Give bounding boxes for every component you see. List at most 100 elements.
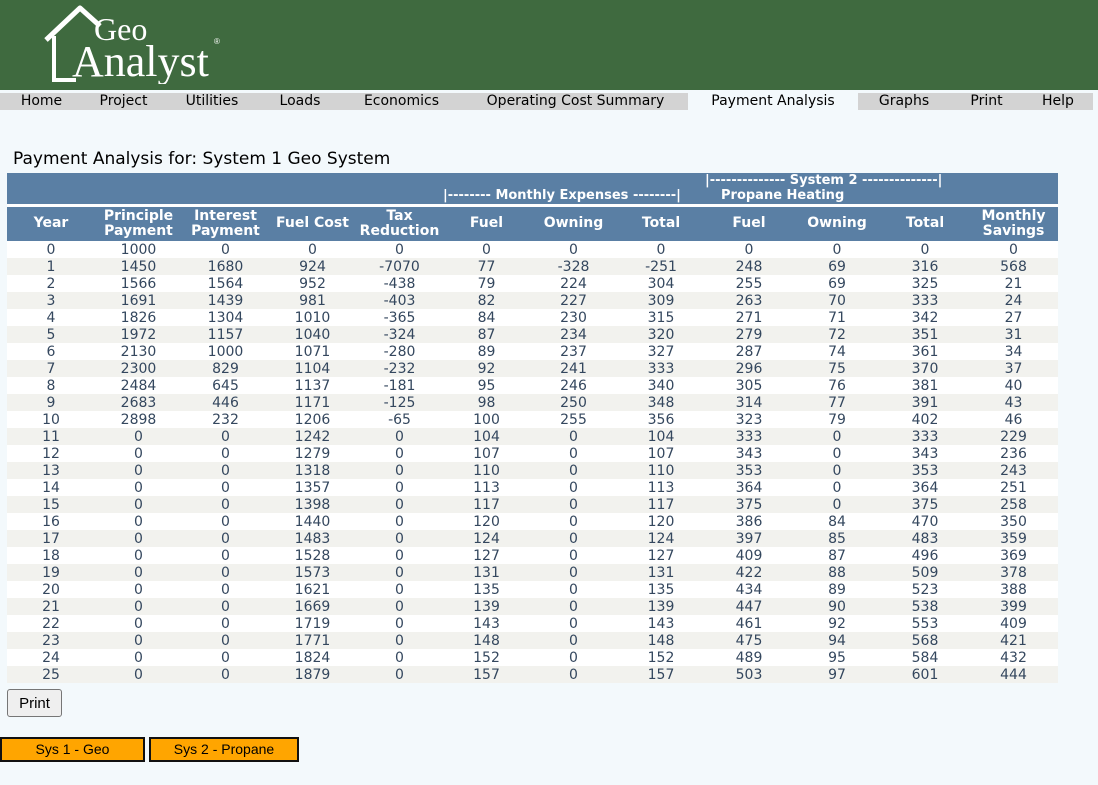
- table-cell: 9: [7, 394, 95, 411]
- table-cell: 388: [969, 581, 1058, 598]
- table-cell: 0: [182, 598, 269, 615]
- table-cell: 375: [881, 496, 969, 513]
- app-header: Geo Analyst ®: [0, 0, 1098, 90]
- table-cell: 0: [95, 581, 182, 598]
- table-cell: 40: [969, 377, 1058, 394]
- table-cell: 325: [881, 275, 969, 292]
- table-cell: 0: [793, 496, 881, 513]
- table-cell: 1564: [182, 275, 269, 292]
- table-cell: 287: [705, 343, 793, 360]
- nav-help[interactable]: Help: [1023, 93, 1093, 110]
- table-row: 9 2683 446 1171 -125 98 250 348 314 77 391 43: [7, 394, 1058, 411]
- table-cell: 316: [881, 258, 969, 275]
- table-cell: 353: [705, 462, 793, 479]
- table-cell: 77: [443, 258, 530, 275]
- table-cell: 148: [617, 632, 705, 649]
- table-cell: 402: [881, 411, 969, 428]
- table-cell: 1000: [182, 343, 269, 360]
- table-cell: 0: [356, 513, 443, 530]
- nav-operating-cost-summary[interactable]: Operating Cost Summary: [463, 93, 688, 110]
- table-cell: 135: [443, 581, 530, 598]
- table-cell: 0: [356, 428, 443, 445]
- table-cell: 1000: [95, 241, 182, 258]
- table-cell: 509: [881, 564, 969, 581]
- table-cell: 0: [356, 241, 443, 258]
- table-row: 17 0 0 1483 0 124 0 124 397 85 483 359: [7, 530, 1058, 547]
- table-cell: 230: [530, 309, 617, 326]
- table-cell: 0: [182, 666, 269, 683]
- table-cell: 0: [95, 615, 182, 632]
- table-cell: 87: [793, 547, 881, 564]
- table-cell: 422: [705, 564, 793, 581]
- table-cell: 0: [705, 241, 793, 258]
- table-cell: -438: [356, 275, 443, 292]
- table-cell: 343: [705, 445, 793, 462]
- table-cell: 95: [443, 377, 530, 394]
- table-cell: 0: [530, 428, 617, 445]
- table-cell: 0: [182, 615, 269, 632]
- table-cell: 0: [182, 581, 269, 598]
- table-row: 23 0 0 1771 0 148 0 148 475 94 568 421: [7, 632, 1058, 649]
- table-cell: 0: [356, 564, 443, 581]
- nav-economics[interactable]: Economics: [340, 93, 463, 110]
- table-cell: 88: [793, 564, 881, 581]
- nav-label: Home: [20, 93, 63, 109]
- table-cell: 0: [269, 241, 356, 258]
- table-cell: 117: [443, 496, 530, 513]
- table-cell: 148: [443, 632, 530, 649]
- col-header-principle-payment: Principle Payment: [95, 203, 182, 241]
- table-cell: 323: [705, 411, 793, 428]
- table-cell: 236: [969, 445, 1058, 462]
- table-cell: 139: [443, 598, 530, 615]
- table-cell: 523: [881, 581, 969, 598]
- table-cell: 0: [95, 428, 182, 445]
- table-cell: 0: [182, 649, 269, 666]
- table-cell: 1104: [269, 360, 356, 377]
- table-cell: 2130: [95, 343, 182, 360]
- nav-label: Help: [1042, 93, 1074, 109]
- table-cell: 95: [793, 649, 881, 666]
- geo-analyst-logo: Geo Analyst ®: [44, 5, 220, 84]
- table-row: 13 0 0 1318 0 110 0 110 353 0 353 243: [7, 462, 1058, 479]
- nav-project[interactable]: Project: [83, 93, 164, 110]
- table-cell: 107: [617, 445, 705, 462]
- table-cell: 143: [617, 615, 705, 632]
- table-cell: 0: [356, 581, 443, 598]
- table-cell: 470: [881, 513, 969, 530]
- nav-home[interactable]: Home: [0, 93, 83, 110]
- nav-graphs[interactable]: Graphs: [858, 93, 950, 110]
- sys2-propane-button[interactable]: Sys 2 - Propane: [149, 737, 299, 762]
- table-cell: 356: [617, 411, 705, 428]
- table-cell: 90: [793, 598, 881, 615]
- table-cell: 0: [182, 445, 269, 462]
- table-cell: 924: [269, 258, 356, 275]
- table-cell: 375: [705, 496, 793, 513]
- table-cell: 124: [443, 530, 530, 547]
- table-cell: 8: [7, 377, 95, 394]
- table-cell: 309: [617, 292, 705, 309]
- table-cell: 0: [95, 479, 182, 496]
- table-cell: -7070: [356, 258, 443, 275]
- nav-payment-analysis[interactable]: Payment Analysis: [688, 93, 858, 110]
- table-cell: 79: [443, 275, 530, 292]
- table-cell: 246: [530, 377, 617, 394]
- page-title: Payment Analysis for: System 1 Geo Syste…: [13, 149, 391, 169]
- sys1-geo-button[interactable]: Sys 1 - Geo: [0, 737, 145, 762]
- system2-label: |-------------- System 2 --------------|: [705, 173, 943, 188]
- nav-print[interactable]: Print: [950, 93, 1023, 110]
- nav-label: Graphs: [878, 93, 930, 109]
- table-cell: 1157: [182, 326, 269, 343]
- table-cell: 248: [705, 258, 793, 275]
- nav-utilities[interactable]: Utilities: [164, 93, 260, 110]
- col-header-sys1-total: Total: [617, 203, 705, 241]
- print-button[interactable]: Print: [7, 689, 62, 717]
- nav-loads[interactable]: Loads: [260, 93, 340, 110]
- table-cell: 0: [793, 479, 881, 496]
- table-cell: 1621: [269, 581, 356, 598]
- table-cell: 503: [705, 666, 793, 683]
- table-cell: 24: [7, 649, 95, 666]
- table-cell: 0: [95, 598, 182, 615]
- col-header-year: Year: [7, 203, 95, 241]
- table-cell: 333: [617, 360, 705, 377]
- table-cell: 6: [7, 343, 95, 360]
